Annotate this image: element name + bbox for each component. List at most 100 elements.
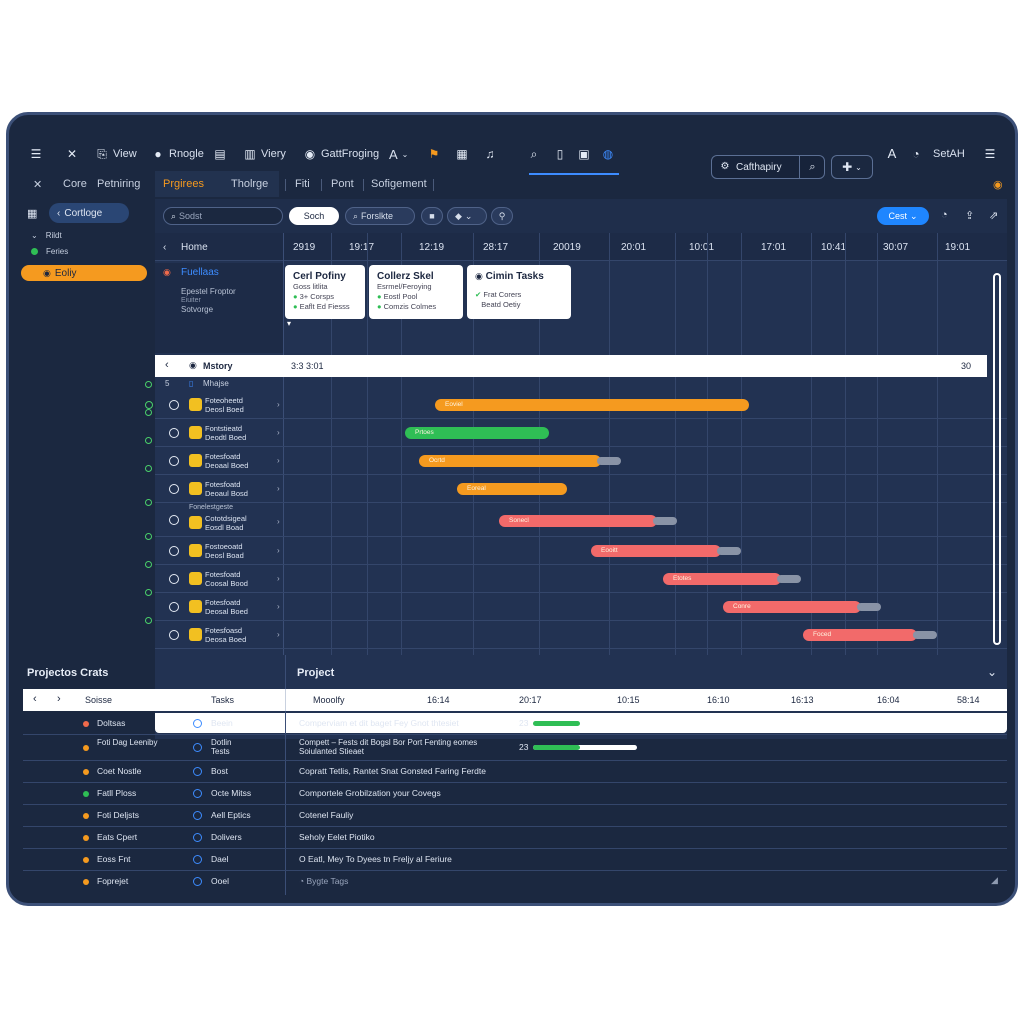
task-row[interactable]: Fonelestgeste Cototdsigeal Eosdl Boad › S…	[155, 503, 1007, 537]
sidebar-item-rildt[interactable]: ⌄ Rildt	[31, 231, 62, 240]
tab-pont[interactable]: Pont	[331, 178, 354, 190]
radio-icon[interactable]	[169, 602, 179, 612]
tab-fiti[interactable]: Fiti	[295, 178, 310, 190]
project-row[interactable]: Foti Dag Leeniby Dotlin Tests Compett – …	[23, 735, 1007, 761]
project-row[interactable]: Eoss Fnt Dael O Eatl, Mey To Dyees tn Fr…	[23, 849, 1007, 871]
music-icon[interactable]: ♫	[485, 147, 495, 161]
vertical-scrollbar[interactable]	[993, 273, 1001, 645]
chevron-right-icon[interactable]: ›	[277, 428, 280, 437]
filter-search-field[interactable]: ⌕ Sodst	[163, 207, 283, 225]
column-header[interactable]: Soisse	[85, 695, 113, 705]
tag-dropdown[interactable]: ◆ ⌄	[447, 207, 487, 225]
stop-icon[interactable]: ■	[421, 207, 443, 225]
project-row[interactable]: Fatll Ploss Octe Mitss Comportele Grobil…	[23, 783, 1007, 805]
toolbar-gattfroging[interactable]: ◉ GattFroging	[304, 147, 380, 161]
chevron-right-icon[interactable]: ›	[277, 546, 280, 555]
tab-tholrge[interactable]: Tholrge	[231, 178, 269, 190]
chevron-right-icon[interactable]: ›	[277, 456, 280, 465]
sidebar-item-feries[interactable]: Feries	[31, 247, 68, 256]
toolbar-rnogle[interactable]: ● Rnogle	[151, 147, 203, 161]
sidebar-item-eoliy[interactable]: ◉ Eoliy	[21, 265, 147, 281]
task-row[interactable]: Fotesfoatd Deoaal Boed › Ocrtd	[155, 447, 1007, 475]
font-menu[interactable]: A ⌄	[389, 147, 409, 162]
link-icon[interactable]: ⚲	[491, 207, 513, 225]
column-header[interactable]: Mooolfy	[313, 695, 345, 705]
export-icon[interactable]: ⇪	[965, 210, 975, 222]
list-icon[interactable]: ▤	[214, 147, 226, 161]
table-icon[interactable]: ▦	[456, 147, 468, 161]
clock-icon[interactable]: ◔	[941, 209, 948, 221]
radio-icon[interactable]	[169, 428, 179, 438]
resize-handle-icon[interactable]: ◢	[991, 875, 998, 885]
flag-icon[interactable]: ⚑	[428, 147, 440, 161]
chevron-right-icon[interactable]: ›	[277, 517, 280, 526]
task-row[interactable]: Fostoeoatd Deosl Boad › Eooitt	[155, 537, 1007, 565]
menu-icon[interactable]: ☰	[30, 147, 42, 161]
task-row[interactable]: Fotesfoatd Coosal Bood › Etotes	[155, 565, 1007, 593]
filter-chip[interactable]: ⌕ Forslkte	[345, 207, 415, 225]
summary-card[interactable]: Cerl Pofiny Goss litlita ● 3+ Corsps ● E…	[285, 265, 365, 319]
tab-petniring[interactable]: Petniring	[97, 178, 141, 190]
phone-icon[interactable]: ▯	[556, 147, 564, 161]
toolbar-viery[interactable]: ▥ Viery	[244, 147, 286, 161]
web-icon[interactable]: ◍	[602, 147, 614, 161]
chevron-left-icon[interactable]: ‹	[33, 693, 37, 705]
radio-icon[interactable]	[169, 456, 179, 466]
chat-icon[interactable]: ▣	[578, 147, 590, 161]
radio-icon[interactable]	[169, 484, 179, 494]
tab-sofigement[interactable]: Sofigement	[371, 178, 427, 190]
project-row[interactable]: Doltsas Beein Comperviam et dit baget Fe…	[23, 713, 1007, 735]
radio-icon[interactable]	[169, 546, 179, 556]
project-row[interactable]: Foprejet Ooel ◔ Bygte Tags ◢	[23, 871, 1007, 893]
calendar-icon[interactable]: ▦	[27, 208, 38, 220]
column-header[interactable]: Tasks	[211, 695, 235, 705]
more-menu-icon[interactable]: ☰	[984, 147, 996, 161]
gantt-bar[interactable]: Conre	[723, 601, 861, 613]
gantt-bar[interactable]: Eoviel	[435, 399, 749, 411]
task-row[interactable]: Fotesfoatd Deoaul Bosd › Eoreal	[155, 475, 1007, 503]
task-row[interactable]: Foteoheetd Deosl Boed › Eoviel	[145, 391, 1007, 419]
radio-icon[interactable]	[169, 515, 179, 525]
history-bar[interactable]: ‹ ◉ Mstory 3:3 3:01 30	[155, 355, 987, 377]
chevron-left-icon[interactable]: ‹	[165, 359, 169, 371]
gantt-bar[interactable]: Eoreal	[457, 483, 567, 495]
font-a-icon[interactable]: A	[887, 146, 897, 161]
chevron-right-icon[interactable]: ›	[277, 484, 280, 493]
gantt-bar[interactable]: Eooitt	[591, 545, 721, 557]
summary-card[interactable]: ◉ Cimin Tasks ✔ Frat Corers Beatd Oetiy	[467, 265, 571, 319]
expand-icon[interactable]: ▾	[287, 319, 292, 328]
project-row[interactable]: Foti Deljsts Aell Eptics Cotenel Fauliy	[23, 805, 1007, 827]
close-icon[interactable]: ✕	[66, 147, 78, 161]
chevron-right-icon[interactable]: ›	[277, 602, 280, 611]
back-button[interactable]: ‹ Cortloge	[49, 203, 129, 223]
grid-icon[interactable]: ✕	[33, 179, 43, 191]
gantt-bar[interactable]: Foced	[803, 629, 917, 641]
add-button[interactable]: ✚ ⌄	[831, 155, 873, 179]
action-dropdown[interactable]: Cest ⌄	[877, 207, 929, 225]
chevron-right-icon[interactable]: ›	[277, 574, 280, 583]
user-menu[interactable]: ◔ SetAH	[909, 147, 964, 161]
tab-prgirees[interactable]: Prgirees	[163, 178, 204, 190]
gantt-bar[interactable]: Etotes	[663, 573, 781, 585]
toolbar-view[interactable]: ⎘ View	[95, 147, 136, 161]
task-row[interactable]: Fotesfoatd Deosal Boed › Conre	[155, 593, 1007, 621]
chevron-right-icon[interactable]: ›	[277, 630, 280, 639]
gantt-bar[interactable]: Sonecl	[499, 515, 657, 527]
summary-card[interactable]: Collerz Skel Esrmel/Feroying ● Eostl Poo…	[369, 265, 463, 319]
radio-icon[interactable]	[169, 400, 179, 410]
gantt-bar[interactable]: Ocrtd	[419, 455, 601, 467]
share-icon[interactable]: ⇗	[989, 210, 999, 222]
task-row[interactable]: Fotesfoasd Deosa Boed › Foced	[155, 621, 1007, 649]
gantt-bar[interactable]: Prtoes	[405, 427, 549, 439]
chevron-right-icon[interactable]: ›	[57, 693, 61, 705]
project-row[interactable]: Coet Nostle Bost Copratt Tetlis, Rantet …	[23, 761, 1007, 783]
search-chip[interactable]: Soch	[289, 207, 339, 225]
search-icon[interactable]: ⌕	[530, 147, 538, 161]
chevron-down-icon[interactable]: ⌄	[987, 665, 998, 679]
radio-icon[interactable]	[169, 574, 179, 584]
search-button[interactable]: ⌕	[799, 155, 825, 179]
project-row[interactable]: Eats Cpert Dolivers Seholy Eelet Piotiko	[23, 827, 1007, 849]
task-row[interactable]: Fontstieatd Deodtl Boed › Prtoes	[155, 419, 1007, 447]
tab-core[interactable]: Core	[63, 178, 87, 190]
chevron-right-icon[interactable]: ›	[277, 400, 280, 409]
